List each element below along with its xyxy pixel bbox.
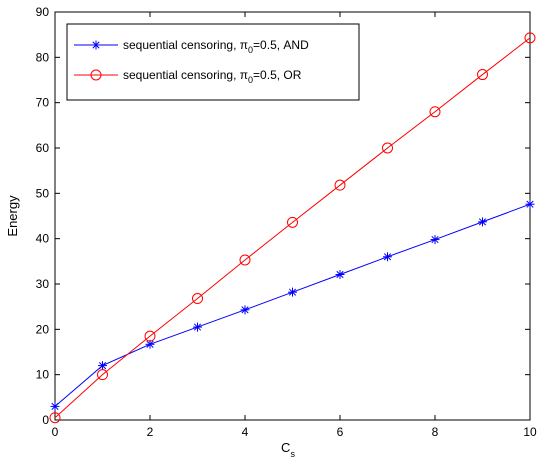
legend-label-part: sequential censoring, π	[123, 38, 248, 52]
data-point-asterisk	[430, 235, 440, 245]
data-point-asterisk	[288, 287, 297, 297]
y-tick-label: 10	[36, 368, 50, 382]
data-point-circle	[192, 293, 203, 305]
data-point-asterisk	[525, 199, 535, 209]
legend-label-part: sequential censoring, π	[123, 68, 248, 82]
data-point-circle	[524, 32, 536, 44]
y-tick-label: 50	[36, 186, 50, 200]
legend: sequential censoring, π0=0.5, ANDsequent…	[66, 23, 360, 101]
data-point-asterisk	[50, 401, 60, 411]
legend-label-subscript: 0	[248, 45, 253, 55]
legend-label-subscript: 0	[248, 75, 253, 85]
x-tick-label: 6	[337, 425, 344, 439]
x-axis-label-main: C	[281, 440, 290, 455]
y-tick-label: 30	[36, 277, 50, 291]
axis-ticks: 0 2 4 6 8 10 0 10 20 30 40 50 60 70 80 90	[36, 5, 537, 439]
data-point-circle	[429, 106, 441, 118]
y-axis-label: Energy	[5, 195, 20, 237]
x-tick-label: 2	[147, 425, 154, 439]
data-point-circle	[334, 179, 346, 191]
data-point-circle	[239, 254, 251, 266]
data-point-circle	[287, 216, 298, 228]
data-point-asterisk	[478, 217, 487, 227]
legend-label: sequential censoring, π0=0.5, AND	[123, 38, 309, 55]
x-axis-label-subscript: s	[290, 449, 295, 459]
data-point-asterisk	[240, 305, 250, 315]
data-point-circle	[382, 142, 393, 154]
legend-marker-circle	[90, 69, 102, 81]
x-axis-label: Cs	[281, 440, 295, 459]
legend-label-part: =0.5, AND	[253, 38, 309, 52]
data-point-circle	[49, 412, 61, 424]
y-tick-label: 90	[36, 5, 50, 19]
y-tick-label: 70	[36, 96, 50, 110]
series-line-circle	[54, 37, 531, 419]
data-point-circle	[477, 69, 488, 81]
legend-marker-asterisk	[91, 40, 101, 50]
data-point-asterisk	[98, 361, 107, 371]
data-point-asterisk	[383, 252, 392, 262]
x-tick-label: 8	[432, 425, 439, 439]
x-tick-label: 10	[523, 425, 537, 439]
y-tick-label: 60	[36, 141, 50, 155]
y-tick-label: 40	[36, 232, 50, 246]
y-tick-label: 20	[36, 322, 50, 336]
legend-box	[66, 23, 360, 101]
y-tick-label: 80	[36, 50, 50, 64]
y-tick-label: 0	[42, 413, 49, 427]
legend-label-part: =0.5, OR	[253, 68, 302, 82]
series-group	[49, 32, 536, 424]
data-point-circle	[144, 330, 156, 342]
legend-label: sequential censoring, π0=0.5, OR	[123, 68, 302, 85]
data-point-circle	[97, 369, 108, 381]
x-tick-label: 4	[242, 425, 249, 439]
data-point-asterisk	[335, 269, 345, 279]
x-tick-label: 0	[52, 425, 59, 439]
data-point-asterisk	[193, 322, 202, 332]
